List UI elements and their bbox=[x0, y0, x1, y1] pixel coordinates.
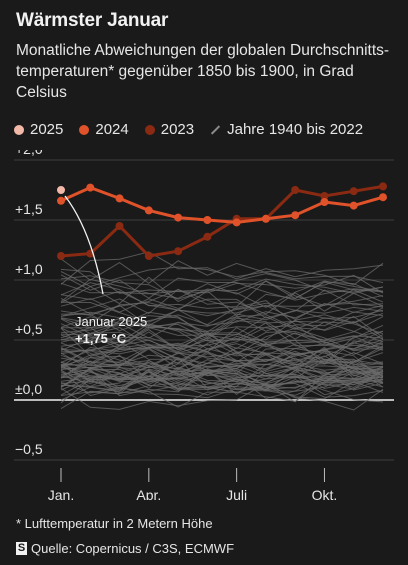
data-point-2024 bbox=[261, 214, 270, 223]
data-point-2024 bbox=[57, 196, 65, 205]
data-point-2023 bbox=[320, 192, 329, 200]
data-point-2023 bbox=[115, 222, 124, 230]
history-line bbox=[60, 350, 384, 381]
history-lines-1940-2022 bbox=[60, 251, 384, 411]
history-line bbox=[60, 330, 384, 353]
history-line bbox=[61, 314, 384, 338]
data-point-2024 bbox=[379, 193, 387, 202]
y-tick-label: ±0,0 bbox=[15, 381, 42, 397]
data-point-2023 bbox=[174, 247, 183, 256]
legend-marker-2025 bbox=[14, 124, 24, 135]
history-line bbox=[60, 332, 384, 350]
history-line bbox=[60, 359, 384, 389]
data-point-2024 bbox=[232, 218, 241, 227]
x-tick-label: Jan. bbox=[48, 487, 74, 500]
x-tick-label: Juli bbox=[226, 487, 247, 500]
series-line-2024 bbox=[60, 185, 384, 224]
legend-label-2023: 2023 bbox=[160, 121, 195, 138]
history-line bbox=[60, 346, 384, 368]
history-line bbox=[60, 368, 384, 397]
x-axis: Jan. Apr. Juli Okt. bbox=[48, 468, 338, 500]
legend-label-2025: 2025 bbox=[30, 121, 64, 138]
history-line bbox=[60, 274, 384, 301]
legend-marker-2024 bbox=[79, 124, 90, 135]
history-line bbox=[60, 300, 384, 332]
data-point-2025 bbox=[56, 185, 66, 195]
data-point-2023 bbox=[144, 252, 153, 260]
history-line bbox=[60, 360, 384, 388]
history-line bbox=[60, 365, 384, 391]
legend-item-2024[interactable]: 2024 bbox=[79, 121, 129, 138]
y-tick-label: +1,0 bbox=[15, 261, 43, 277]
history-line bbox=[60, 358, 384, 383]
history-line bbox=[60, 320, 384, 347]
y-tick-label: −0,5 bbox=[15, 441, 43, 457]
y-axis-labels: +2,0 +1,5 +1,0 +0,5 ±0,0 −0,5 bbox=[15, 150, 43, 457]
history-line bbox=[60, 327, 384, 357]
data-point-2023 bbox=[349, 187, 358, 196]
data-point-2024 bbox=[174, 213, 183, 222]
data-point-2024 bbox=[115, 194, 124, 203]
data-point-2024 bbox=[349, 201, 358, 210]
legend-item-2023[interactable]: 2023 bbox=[144, 121, 195, 138]
line-chart: +2,0 +1,5 +1,0 +0,5 ±0,0 −0,5 Jan. Apr. Juli Okt… bbox=[14, 150, 394, 500]
legend-label-history: Jahre 1940 bis 2022 bbox=[227, 121, 364, 138]
footnote: * Lufttemperatur in 2 Metern Höhe bbox=[16, 516, 213, 531]
spiegel-logo-icon: S bbox=[16, 542, 27, 555]
history-line bbox=[60, 268, 384, 294]
highlight-series bbox=[56, 182, 387, 260]
chart-subtitle: Monatliche Abweichungen der globalen Dur… bbox=[16, 42, 390, 101]
history-line bbox=[60, 311, 384, 340]
annotation-label: Januar 2025 bbox=[75, 314, 147, 329]
data-point-2024 bbox=[86, 183, 95, 192]
data-point-2023 bbox=[379, 182, 387, 191]
y-tick-label: +1,5 bbox=[15, 201, 43, 217]
data-point-2024 bbox=[144, 206, 153, 215]
y-tick-label: +0,5 bbox=[15, 321, 43, 337]
history-line bbox=[60, 323, 384, 350]
data-point-2023 bbox=[291, 186, 300, 194]
history-line bbox=[60, 316, 384, 346]
data-point-2023 bbox=[57, 252, 65, 260]
x-tick-label: Okt. bbox=[312, 487, 338, 500]
y-tick-label: +2,0 bbox=[15, 150, 43, 157]
legend-item-2025[interactable]: 2025 bbox=[14, 121, 63, 138]
legend-item-history[interactable]: Jahre 1940 bis 2022 bbox=[210, 121, 363, 138]
legend-marker-2023 bbox=[144, 124, 155, 135]
data-point-2024 bbox=[291, 211, 300, 220]
data-point-2024 bbox=[203, 216, 212, 224]
history-line bbox=[60, 258, 384, 284]
legend-marker-history bbox=[211, 124, 221, 135]
history-line bbox=[60, 281, 384, 317]
history-line bbox=[60, 378, 384, 408]
history-line bbox=[60, 368, 384, 396]
annotation-value: +1,75 °C bbox=[75, 331, 127, 346]
chart-title: Wärmster Januar bbox=[16, 10, 169, 31]
history-line bbox=[60, 309, 384, 333]
history-line bbox=[60, 302, 384, 327]
history-line bbox=[60, 366, 384, 390]
history-line bbox=[60, 280, 384, 309]
history-line bbox=[60, 366, 384, 389]
x-tick-label: Apr. bbox=[136, 487, 161, 500]
history-line bbox=[60, 383, 384, 411]
legend: 2025 2024 2023 Jahre 1940 bis 2022 bbox=[14, 121, 363, 138]
annotation-arrow bbox=[64, 195, 104, 295]
series-line-2023 bbox=[60, 184, 384, 258]
history-line bbox=[60, 251, 384, 285]
history-line bbox=[60, 307, 384, 341]
legend-label-2024: 2024 bbox=[95, 121, 129, 138]
annotation-january-2025: Januar 2025 +1,75 °C bbox=[64, 195, 147, 346]
history-line bbox=[60, 335, 384, 368]
data-point-2024 bbox=[320, 198, 329, 206]
data-point-2023 bbox=[203, 232, 212, 241]
source-text: Quelle: Copernicus / C3S, ECMWF bbox=[31, 541, 235, 556]
source-line: S Quelle: Copernicus / C3S, ECMWF bbox=[16, 541, 234, 556]
